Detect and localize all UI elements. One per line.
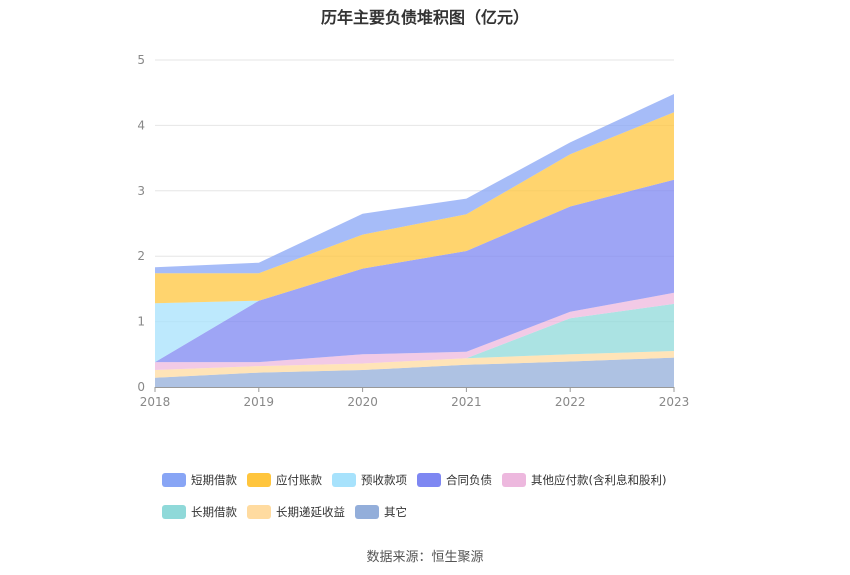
legend-label: 短期借款 — [191, 473, 237, 487]
legend-swatch — [247, 473, 271, 487]
stacked-area-chart: 0 1 2 3 4 5 2018 2019 2020 2021 2022 2023 — [137, 53, 689, 409]
x-tick-label: 2021 — [451, 395, 482, 409]
legend-swatch — [162, 505, 186, 519]
area-series-应付账款 — [155, 112, 674, 304]
area-series-其它 — [155, 357, 674, 387]
chart-title: 历年主要负债堆积图（亿元） — [320, 8, 529, 27]
legend-label: 长期递延收益 — [276, 505, 345, 519]
legend-swatch — [502, 473, 526, 487]
legend-label: 预收款项 — [361, 473, 407, 487]
x-tick-label: 2018 — [140, 395, 171, 409]
legend-label: 其他应付款(含利息和股利) — [531, 473, 667, 487]
y-tick-label: 3 — [137, 184, 145, 198]
legend-swatch — [162, 473, 186, 487]
area-series-长期递延收益 — [155, 351, 674, 378]
area-series-长期借款 — [155, 303, 674, 370]
x-tick-label: 2023 — [659, 395, 690, 409]
legend-item[interactable]: 其它 — [355, 504, 407, 520]
area-series-合同负债 — [155, 179, 674, 363]
y-tick-label: 2 — [137, 249, 145, 263]
axes: 0 1 2 3 4 5 2018 2019 2020 2021 2022 2023 — [137, 53, 689, 409]
legend-items: 短期借款 应付账款 预收款项 合同负债 其他应付款(含利息和股利) 长期借款 长期递延收益 其… — [162, 472, 722, 520]
legend-item[interactable]: 短期借款 — [162, 472, 237, 488]
legend-label: 应付账款 — [276, 473, 322, 487]
y-tick-label: 4 — [137, 118, 145, 132]
legend-swatch — [247, 505, 271, 519]
x-tick-label: 2020 — [347, 395, 378, 409]
legend-label: 合同负债 — [446, 473, 492, 487]
x-tick-label: 2019 — [244, 395, 275, 409]
legend-swatch — [332, 473, 356, 487]
area-series-其他应付款(含利息和股利) — [155, 292, 674, 370]
y-tick-label: 0 — [137, 380, 145, 394]
x-tick-label: 2022 — [555, 395, 586, 409]
legend-item[interactable]: 合同负债 — [417, 472, 492, 488]
legend-item[interactable]: 预收款项 — [332, 472, 407, 488]
legend-item[interactable]: 长期递延收益 — [247, 504, 345, 520]
data-source-label: 数据来源：恒生聚源 — [366, 550, 484, 565]
legend-item[interactable]: 其他应付款(含利息和股利) — [502, 472, 666, 488]
legend: 短期借款 应付账款 预收款项 合同负债 其他应付款(含利息和股利) 长期借款 长期递延收益 其… — [162, 472, 722, 520]
legend-item[interactable]: 长期借款 — [162, 504, 237, 520]
y-tick-label: 5 — [137, 53, 145, 67]
legend-label: 长期借款 — [191, 505, 237, 519]
legend-swatch — [417, 473, 441, 487]
legend-label: 其它 — [384, 505, 407, 519]
legend-swatch — [355, 505, 379, 519]
legend-item[interactable]: 应付账款 — [247, 472, 322, 488]
y-tick-label: 1 — [137, 315, 145, 329]
area-series — [155, 94, 674, 387]
